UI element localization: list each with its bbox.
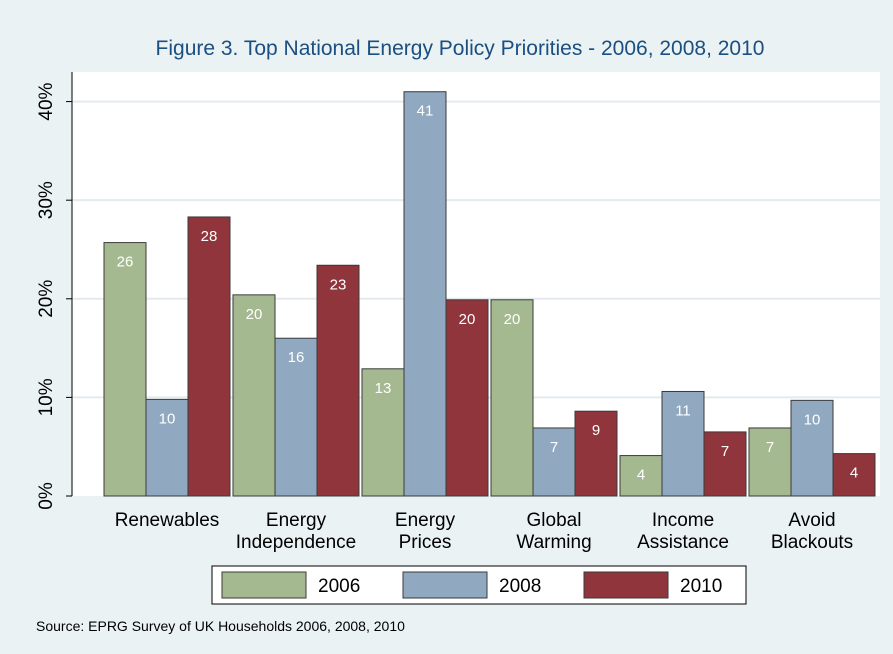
bar [490,299,534,497]
bar-value-label: 13 [375,380,392,397]
x-axis-categories: Renewables EnergyIndependenceEnergyPrices… [115,510,853,553]
bar [445,299,489,497]
category-label: Prices [399,532,452,553]
bar [187,216,231,497]
bar-value-label: 26 [117,254,134,271]
y-axis: 0% 10% 20% 30% 40% [36,72,73,510]
bar [619,455,663,497]
bar-value-label: 41 [417,103,434,120]
legend-swatch [221,571,307,599]
bar-value-label: 7 [766,439,774,456]
bar [103,242,147,497]
bar [274,337,318,497]
chart-title: Figure 3. Top National Energy Policy Pri… [156,37,765,60]
y-tick-label: 10% [36,378,57,416]
legend-label: 2006 [318,576,360,597]
category-label: Blackouts [771,532,853,553]
bar-value-label: 28 [201,228,218,245]
bar [748,427,792,497]
bar-value-label: 23 [330,276,347,293]
category-label: Assistance [637,532,729,553]
bar-value-label: 20 [459,311,476,328]
bar [403,91,447,497]
bar [232,294,276,497]
bar-value-label: 11 [675,402,691,419]
y-tick-label: 30% [36,181,57,219]
legend: 2006 2008 2010 [211,565,747,605]
category-label: Independence [236,532,356,553]
y-tick-label: 20% [36,280,57,318]
bar-value-label: 4 [850,465,858,482]
y-tick-label: 40% [36,82,57,120]
bar [316,264,360,497]
category-label: Warming [516,532,591,553]
bar-value-label: 20 [246,306,263,323]
legend-label: 2010 [680,576,722,597]
legend-swatch [583,571,669,599]
category-label: Global [527,510,582,531]
bar [361,368,405,497]
bars: 26 20 13 20 4 7 10 16 41 7 11 10 28 23 20 9 7 4 [103,91,876,497]
bar-value-label: 16 [288,349,305,366]
bar-value-label: 10 [804,411,821,428]
bar [703,431,747,497]
y-tick-label: 0% [36,482,57,510]
legend-label: 2008 [499,576,541,597]
legend-swatch [402,571,488,599]
bar [832,453,876,497]
source-note: Source: EPRG Survey of UK Households 200… [36,618,405,634]
bar-value-label: 4 [637,467,645,484]
category-label: Avoid [788,510,835,531]
bar-value-label: 9 [592,422,600,439]
category-label: Renewables [115,510,220,531]
bar [790,399,834,497]
bar [661,390,705,497]
bar-value-label: 7 [550,439,558,456]
bar-value-label: 20 [504,311,521,328]
category-label: Income [652,510,714,531]
bar [574,410,618,497]
category-label: Energy [266,510,327,531]
bar-value-label: 10 [159,410,176,427]
category-label: Energy [395,510,456,531]
bar-value-label: 7 [721,443,729,460]
